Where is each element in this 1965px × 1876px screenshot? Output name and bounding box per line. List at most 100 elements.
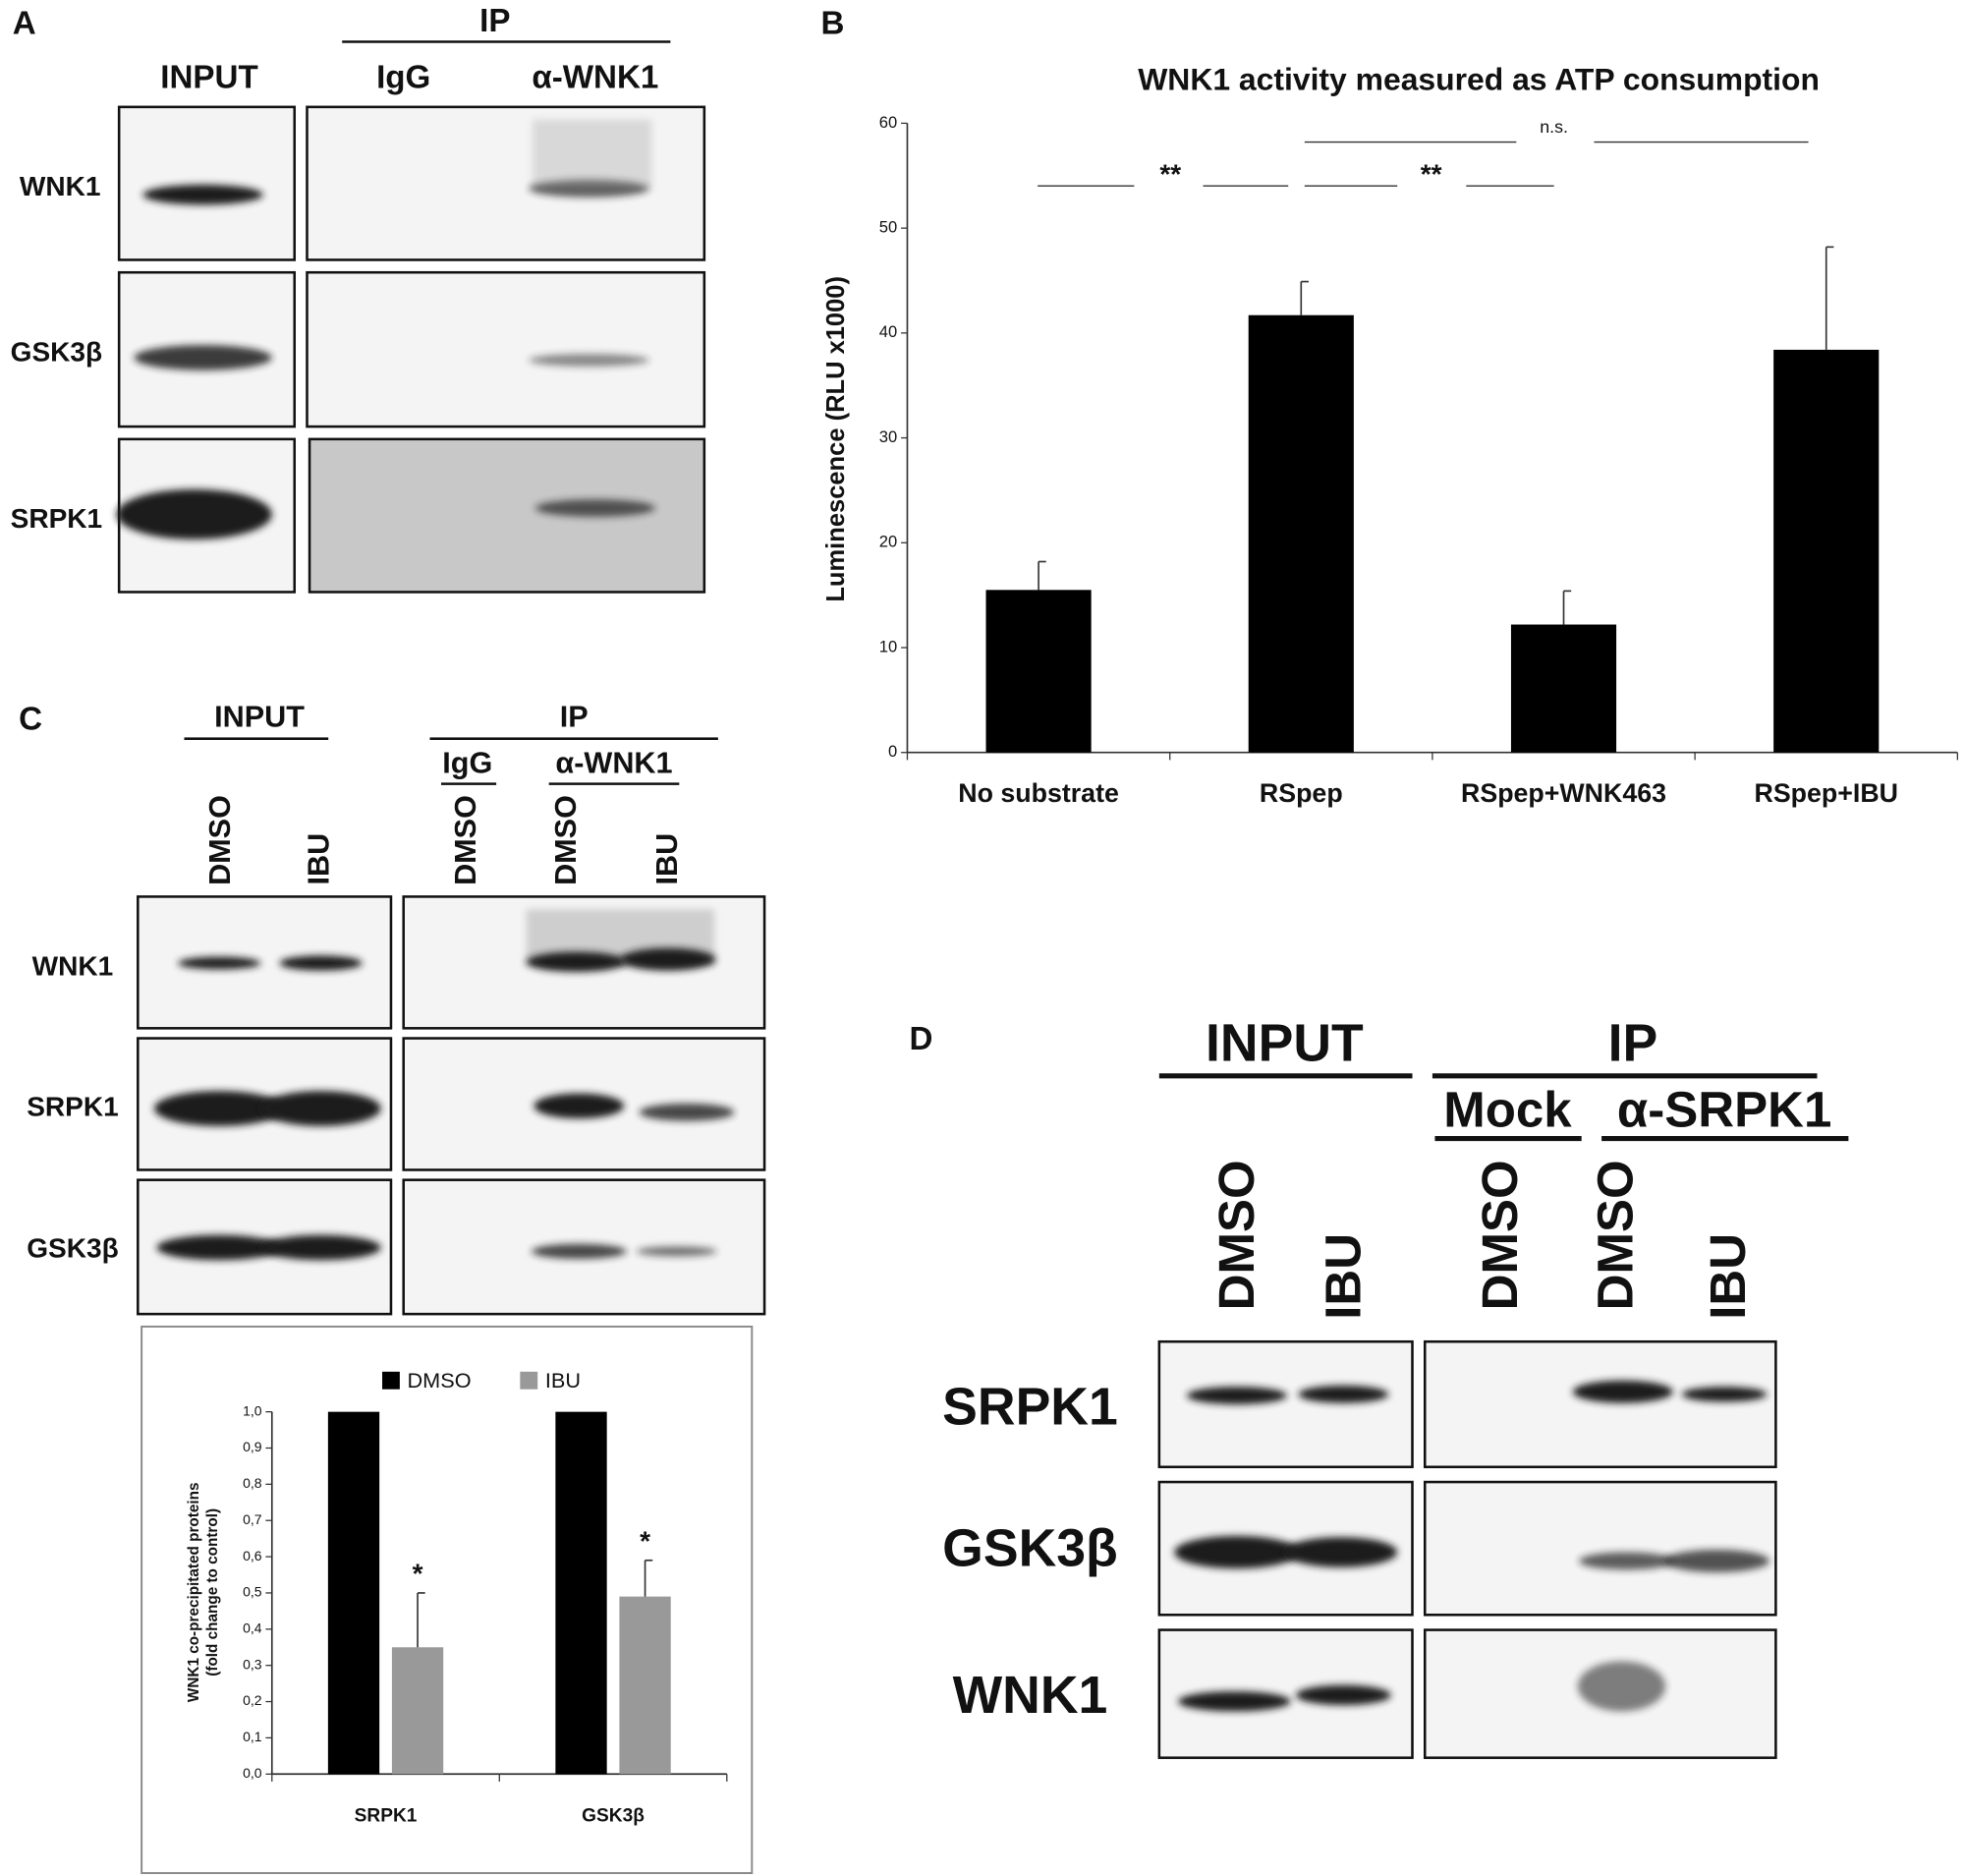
bar <box>391 1647 444 1775</box>
y-tick-label: 0,8 <box>243 1475 262 1491</box>
y-tick-label: 60 <box>879 113 897 132</box>
panel-c: C INPUT IP IgG α-WNK1 DMSO IBU DMSO DMSO… <box>19 700 766 1874</box>
band <box>279 955 363 971</box>
band <box>153 1091 285 1126</box>
band <box>1681 1387 1768 1402</box>
ip-label: IP <box>560 700 589 733</box>
input-label: INPUT <box>160 60 257 96</box>
band <box>529 354 649 367</box>
band <box>620 947 716 971</box>
band <box>636 1246 717 1257</box>
band <box>531 1243 627 1260</box>
band <box>1298 1385 1389 1403</box>
band <box>116 488 272 540</box>
band <box>1579 1552 1675 1570</box>
band <box>178 956 261 970</box>
blot <box>1423 1480 1777 1617</box>
panel-label: B <box>820 6 844 42</box>
band <box>533 1093 625 1119</box>
lane-label: DMSO <box>203 795 237 885</box>
y-tick-label: 0,1 <box>243 1729 262 1744</box>
panel-label: A <box>13 6 36 42</box>
band <box>134 345 272 370</box>
band <box>260 1091 381 1126</box>
lane-label: α-WNK1 <box>532 60 658 96</box>
row-label: GSK3β <box>942 1520 1118 1578</box>
y-tick-label: 50 <box>879 218 897 237</box>
bar <box>1248 314 1354 753</box>
blot <box>1157 1339 1414 1469</box>
significance: ** <box>1421 158 1442 189</box>
y-tick-label: 20 <box>879 533 897 551</box>
lane-label: DMSO <box>1472 1160 1528 1310</box>
band <box>260 1234 381 1261</box>
significance: * <box>413 1559 423 1589</box>
y-tick-label: 0,3 <box>243 1656 262 1672</box>
y-tick-label: 0,4 <box>243 1620 262 1636</box>
y-axis-label: Luminescence (RLU x1000) <box>822 276 850 602</box>
row-label: SRPK1 <box>11 503 103 534</box>
y-tick-label: 0,6 <box>243 1548 262 1563</box>
blot <box>1423 1339 1777 1469</box>
x-tick-label: RSpep+IBU <box>1754 778 1898 808</box>
band <box>526 951 627 972</box>
y-tick-label: 0,2 <box>243 1692 262 1708</box>
chart-title: WNK1 activity measured as ATP consumptio… <box>1138 62 1820 97</box>
row-label: GSK3β <box>11 337 103 368</box>
panel-label: C <box>19 702 42 738</box>
y-axis-label: (fold change to control) <box>204 1508 221 1677</box>
band <box>142 184 263 205</box>
y-axis-label: WNK1 co-precipitated proteins <box>186 1483 202 1703</box>
y-tick-label: 0,0 <box>243 1765 262 1781</box>
group-label: α-WNK1 <box>555 747 672 780</box>
lane-label: IBU <box>303 833 336 885</box>
ip-label: IP <box>479 3 510 39</box>
bar <box>1773 349 1880 753</box>
blot <box>308 437 706 594</box>
y-tick-label: 1,0 <box>243 1402 262 1418</box>
significance: ** <box>1159 158 1181 189</box>
y-tick-label: 0,7 <box>243 1511 262 1527</box>
lane-label: DMSO <box>1208 1160 1264 1310</box>
band <box>1186 1387 1287 1404</box>
band <box>639 1103 735 1121</box>
legend-swatch <box>520 1371 538 1390</box>
x-tick-label: No substrate <box>958 778 1119 808</box>
panel-d: D INPUT IP Mock α-SRPK1 DMSO IBU DMSO DM… <box>910 1015 1849 1759</box>
bar <box>555 1411 607 1775</box>
lane-label: IBU <box>650 833 684 885</box>
row-label: WNK1 <box>20 171 101 201</box>
band <box>1177 1691 1291 1712</box>
lane-label: DMSO <box>549 795 583 885</box>
panel-a: A IP INPUT IgG α-WNK1 WNK1 GSK3β SRPK1 <box>11 3 706 594</box>
blot <box>306 270 706 428</box>
row-label: WNK1 <box>32 951 114 982</box>
row-label: SRPK1 <box>27 1091 119 1121</box>
bar <box>327 1411 380 1775</box>
smear <box>533 119 652 189</box>
legend-label: DMSO <box>408 1368 472 1393</box>
bar <box>1510 624 1617 753</box>
ip-label: IP <box>1608 1015 1658 1073</box>
band <box>1174 1535 1300 1569</box>
band <box>1284 1537 1398 1567</box>
group-label: α-SRPK1 <box>1617 1082 1831 1138</box>
group-label: IgG <box>442 747 492 780</box>
y-tick-label: 0,5 <box>243 1584 262 1600</box>
x-tick-label: RSpep+WNK463 <box>1461 778 1666 808</box>
y-tick-label: 40 <box>879 322 897 341</box>
group-label: Mock <box>1443 1082 1572 1138</box>
y-tick-label: 0 <box>888 742 897 761</box>
lane-label: DMSO <box>449 795 482 885</box>
bar <box>985 590 1092 753</box>
band <box>1577 1661 1666 1712</box>
x-tick-label: RSpep <box>1260 778 1343 808</box>
row-label: GSK3β <box>27 1233 119 1264</box>
input-label: INPUT <box>214 700 305 733</box>
significance: * <box>640 1525 650 1556</box>
y-tick-label: 10 <box>879 637 897 655</box>
significance: n.s. <box>1540 117 1568 137</box>
lane-label: IgG <box>376 60 430 96</box>
chart-frame <box>140 1325 754 1874</box>
